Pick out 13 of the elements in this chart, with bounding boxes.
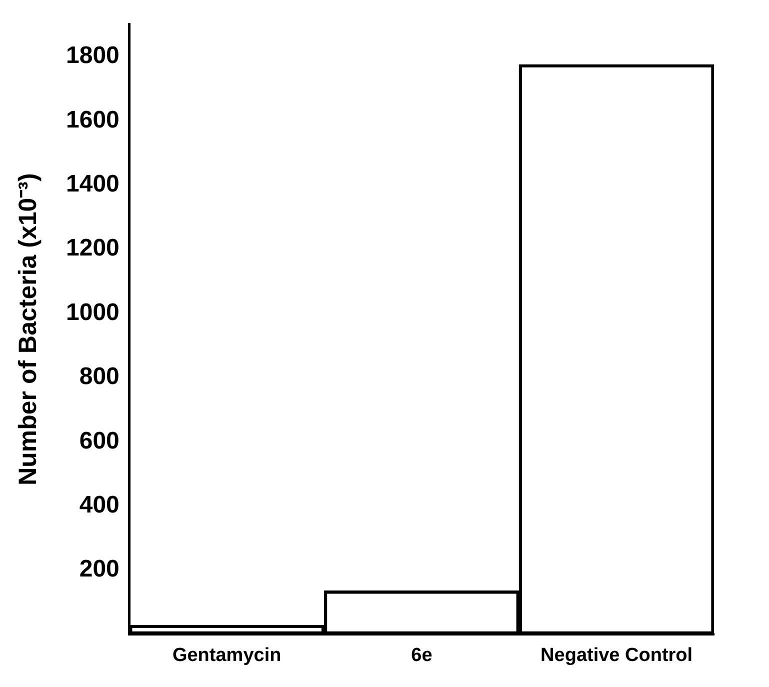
- x-tick-label: Negative Control: [540, 644, 693, 666]
- y-tick-label: 1400: [66, 170, 120, 198]
- y-tick-label: 1000: [66, 298, 120, 326]
- x-tick-label: 6e: [411, 644, 432, 666]
- y-tick-label: 1600: [66, 106, 120, 134]
- x-tick-label: Gentamycin: [172, 644, 282, 666]
- y-tick-label: 1800: [66, 42, 120, 70]
- y-tick-label: 400: [79, 491, 120, 518]
- y-tick-label: 200: [79, 556, 120, 583]
- y-tick-label: 800: [79, 363, 120, 390]
- y-tick-label: 600: [79, 427, 120, 454]
- y-axis-title: Number of Bacteria (x10⁻³): [14, 173, 42, 486]
- y-tick-label: 1200: [66, 234, 120, 262]
